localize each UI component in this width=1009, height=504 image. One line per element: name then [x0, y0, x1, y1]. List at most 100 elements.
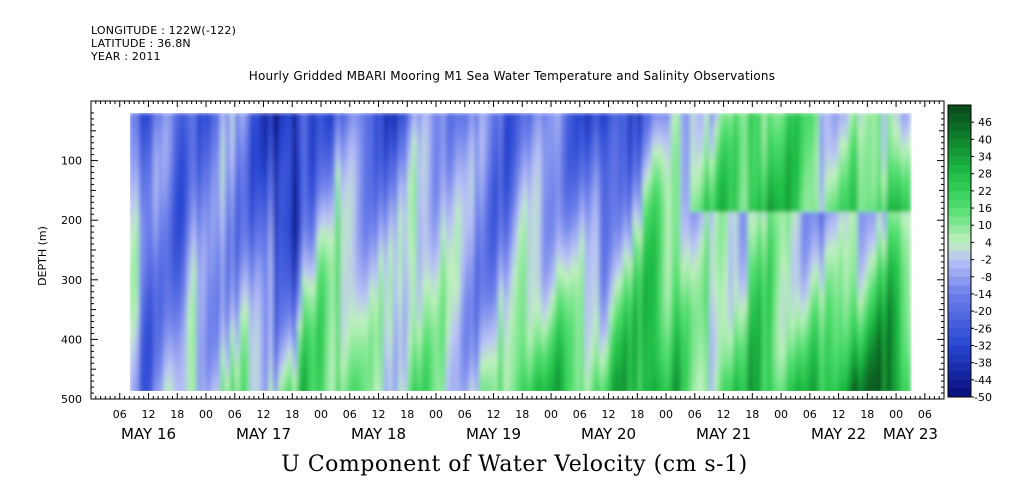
heatmap-cell: [325, 311, 332, 318]
heatmap-cell: [301, 159, 308, 167]
heatmap-cell: [301, 247, 308, 254]
heatmap-cell: [220, 188, 226, 196]
heatmap-cell: [134, 124, 140, 132]
heatmap-cell: [493, 194, 499, 202]
heatmap-cell: [517, 293, 523, 301]
heatmap-cell: [575, 258, 581, 266]
heatmap-cell: [459, 317, 466, 324]
heatmap-cell: [282, 276, 289, 283]
heatmap-cell: [560, 217, 567, 225]
heatmap-cell: [335, 381, 341, 388]
heatmap-cell: [354, 328, 360, 336]
heatmap-cell: [263, 340, 269, 347]
heatmap-cell: [584, 276, 590, 283]
heatmap-cell: [330, 381, 336, 388]
heatmap-cell: [316, 247, 322, 254]
heatmap-cell: [402, 317, 408, 324]
heatmap-cell: [292, 188, 298, 196]
heatmap-cell: [594, 136, 600, 143]
heatmap-cell: [613, 118, 619, 126]
heatmap-cell: [191, 165, 198, 172]
heatmap-cell: [618, 352, 624, 359]
heatmap-cell: [311, 194, 317, 202]
heatmap-cell: [340, 159, 346, 167]
heatmap-cell: [618, 340, 624, 347]
heatmap-cell: [344, 328, 351, 336]
heatmap-cell: [340, 282, 346, 289]
heatmap-cell: [522, 147, 528, 155]
heatmap-cell: [344, 317, 351, 324]
heatmap-cell: [546, 352, 552, 359]
heatmap-cell: [177, 258, 183, 266]
heatmap-cell: [258, 317, 265, 324]
heatmap-cell: [560, 363, 567, 371]
heatmap-cell: [277, 346, 284, 353]
heatmap-cell: [517, 311, 523, 318]
heatmap-cell: [402, 188, 408, 196]
heatmap-cell: [483, 159, 490, 167]
heatmap-cell: [575, 194, 581, 202]
heatmap-cell: [378, 142, 384, 149]
heatmap-cell: [598, 358, 605, 365]
heatmap-cell: [130, 194, 135, 202]
heatmap-cell: [517, 241, 523, 248]
heatmap-cell: [536, 188, 543, 196]
heatmap-cell: [575, 171, 581, 178]
heatmap-cell: [249, 188, 255, 196]
heatmap-cell: [512, 229, 519, 237]
heatmap-cell: [507, 334, 514, 342]
heatmap-cell: [431, 363, 437, 371]
heatmap-cell: [311, 311, 317, 318]
heatmap-cell: [426, 188, 432, 196]
heatmap-cell: [258, 212, 265, 219]
heatmap-cell: [225, 118, 231, 126]
heatmap-cell: [589, 165, 595, 172]
heatmap-cell: [388, 358, 394, 365]
heatmap-cell: [512, 375, 519, 382]
heatmap-cell: [575, 159, 581, 167]
heatmap-cell: [359, 188, 365, 196]
heatmap-cell: [335, 142, 341, 149]
heatmap-cell: [618, 305, 624, 312]
heatmap-cell: [210, 252, 217, 260]
heatmap-cell: [321, 311, 327, 318]
heatmap-cell: [383, 340, 389, 347]
heatmap-cell: [253, 113, 260, 120]
heatmap-cell: [622, 276, 629, 283]
heatmap-cell: [397, 165, 404, 172]
heatmap-cell: [531, 142, 538, 149]
heatmap-cell: [191, 264, 198, 272]
heatmap-cell: [311, 352, 317, 359]
heatmap-cell: [359, 317, 365, 324]
heatmap-cell: [622, 305, 629, 312]
heatmap-cell: [469, 217, 475, 225]
heatmap-cell: [158, 293, 164, 301]
heatmap-cell: [282, 206, 289, 213]
heatmap-cell: [172, 317, 178, 324]
heatmap-cell: [388, 375, 394, 382]
heatmap-cell: [321, 235, 327, 242]
heatmap-cell: [613, 252, 619, 260]
heatmap-cell: [579, 369, 586, 377]
heatmap-cell: [311, 363, 317, 371]
heatmap-cell: [536, 130, 543, 137]
heatmap-cell: [172, 340, 178, 347]
heatmap-cell: [225, 293, 231, 301]
heatmap-cell: [498, 159, 504, 167]
heatmap-cell: [359, 223, 365, 231]
heatmap-cell: [388, 299, 394, 307]
heatmap-cell: [378, 124, 384, 132]
heatmap-cell: [426, 124, 432, 132]
heatmap-cell: [215, 206, 221, 213]
heatmap-cell: [196, 270, 202, 277]
heatmap-cell: [182, 299, 188, 307]
heatmap-cell: [335, 130, 341, 137]
heatmap-cell: [258, 247, 265, 254]
heatmap-cell: [507, 340, 514, 347]
heatmap-cell: [407, 223, 413, 231]
heatmap-cell: [215, 165, 221, 172]
heatmap-cell: [522, 352, 528, 359]
heatmap-cell: [498, 153, 504, 161]
heatmap-cell: [594, 188, 600, 196]
heatmap-cell: [191, 235, 198, 242]
